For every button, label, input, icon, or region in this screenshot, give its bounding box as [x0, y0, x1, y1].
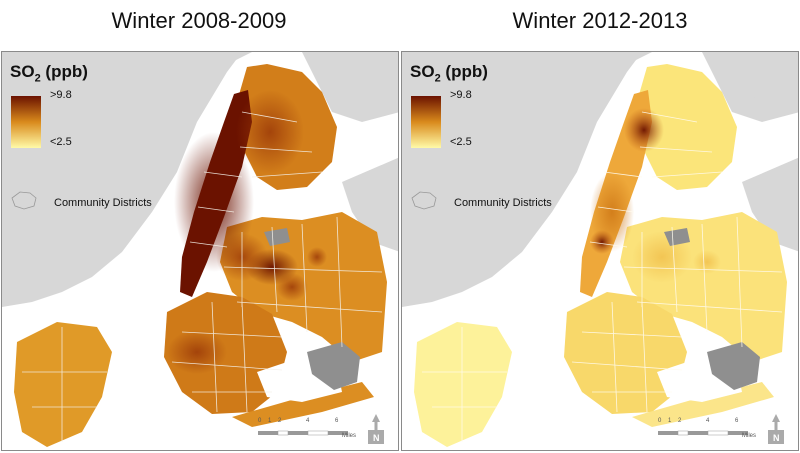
legend-high-label-2008: >9.8 [50, 89, 72, 101]
north-label-2008: N [373, 433, 380, 443]
scale-tick-0-2008: 0 [258, 418, 262, 424]
legend-ramp-2008 [11, 96, 41, 148]
north-label-2012: N [773, 433, 780, 443]
community-districts-2008 [22, 111, 383, 442]
scale-tick-4-2012: 4 [706, 418, 710, 424]
legend-low-label-2008: <2.5 [50, 136, 72, 148]
community-districts-swatch-2008 [11, 191, 37, 210]
panel-title-2008: Winter 2008-2009 [111, 8, 287, 33]
community-districts-label-2012: Community Districts [454, 197, 552, 209]
map-canvas-2008 [2, 52, 398, 450]
map-canvas-2012 [402, 52, 798, 450]
staten-island-2008 [14, 322, 112, 447]
legend-high-label-2012: >9.8 [450, 89, 472, 101]
scale-bar-2012 [658, 430, 748, 436]
scale-unit-2008: Miles [342, 433, 357, 439]
community-districts-2012 [422, 111, 783, 442]
staten-island-2012 [414, 322, 512, 447]
scale-tick-1-2008: 1 [268, 418, 272, 424]
legend-ramp-2012 [411, 96, 441, 148]
scale-unit-2012: Miles [742, 433, 757, 439]
map-2008: SO2 (ppb) >9.8 <2.5 Community Districts … [1, 51, 399, 451]
north-arrow-icon-2008 [368, 414, 384, 444]
scale-tick-6-2008: 6 [335, 418, 339, 424]
community-districts-swatch-2012 [411, 191, 437, 210]
brooklyn-2012 [564, 292, 687, 414]
legend-title-2008: SO2 (ppb) [10, 62, 88, 85]
panel-title-2012: Winter 2012-2013 [512, 8, 688, 33]
scale-tick-0-2012: 0 [658, 418, 662, 424]
legend-title-2012: SO2 (ppb) [410, 62, 488, 85]
airport-jfk-2008 [307, 342, 360, 390]
nj-land-2008 [2, 52, 242, 307]
north-arrow-icon-2012 [768, 414, 784, 444]
airport-jfk-2012 [707, 342, 760, 390]
scale-tick-6-2012: 6 [735, 418, 739, 424]
scale-bar-2008 [258, 430, 348, 436]
legend-low-label-2012: <2.5 [450, 136, 472, 148]
community-districts-label-2008: Community Districts [54, 197, 152, 209]
airport-lga-2012 [664, 228, 690, 246]
scale-tick-2-2008: 2 [278, 418, 282, 424]
airport-lga-2008 [264, 228, 290, 246]
scale-tick-1-2012: 1 [668, 418, 672, 424]
bronx-2012 [634, 64, 737, 190]
scale-tick-4-2008: 4 [306, 418, 310, 424]
scale-tick-2-2012: 2 [678, 418, 682, 424]
map-2012: SO2 (ppb) >9.8 <2.5 Community Districts … [401, 51, 799, 451]
